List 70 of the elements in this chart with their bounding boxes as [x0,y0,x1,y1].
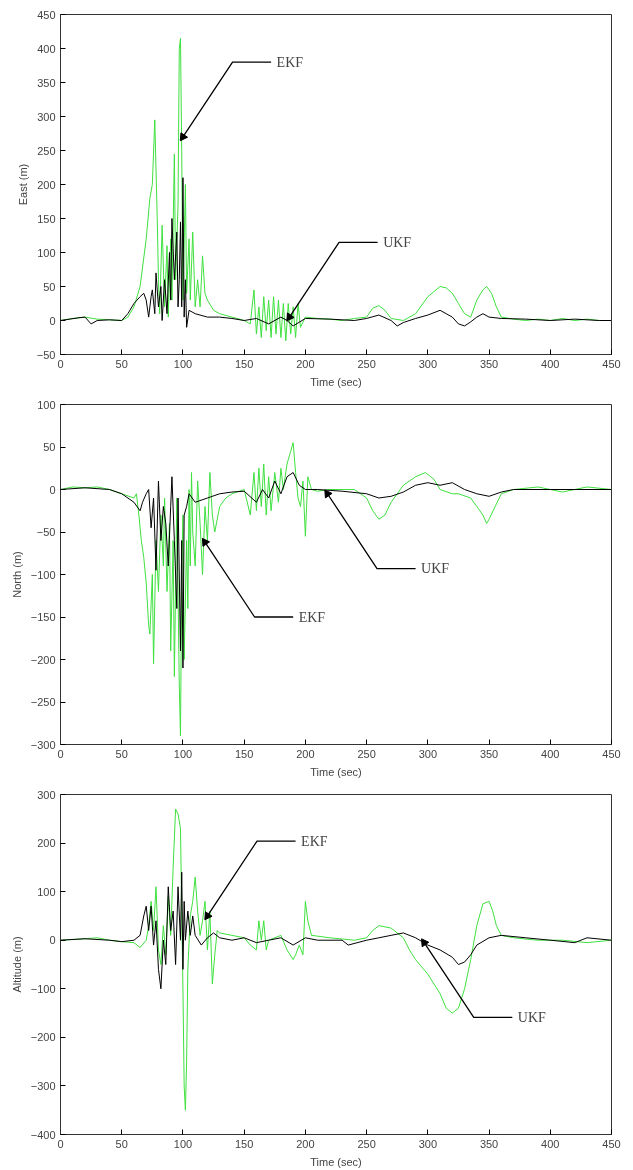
y-tick-label: −150 [30,611,56,623]
y-tick-label: 450 [37,8,56,21]
x-tick-label: 0 [57,357,64,370]
annotation: EKF [276,54,304,70]
y-tick-label: 100 [37,246,56,259]
annotation: EKF [298,609,326,625]
x-tick-label: 100 [173,747,193,760]
x-tick-label: 400 [541,1137,560,1150]
x-axis-title: Time (sec) [310,375,362,388]
y-tick-label: −50 [36,348,56,361]
x-axis-title: Time (sec) [310,1155,362,1168]
y-tick-label: 200 [37,837,56,850]
y-tick-label: −300 [30,1079,56,1092]
y-tick-label: 0 [49,934,56,947]
x-tick-label: 250 [357,747,376,760]
y-tick-label: −200 [30,653,56,666]
x-tick-label: 200 [296,747,315,760]
y-axis-title: North (m) [10,551,23,598]
y-tick-label: −300 [30,738,56,751]
y-tick-label: 200 [37,178,56,191]
x-tick-label: 150 [234,357,254,370]
x-tick-label: 50 [115,1137,128,1150]
y-tick-label: 300 [37,788,56,801]
x-axis-title: Time (sec) [310,765,362,778]
y-tick-label: −50 [36,526,56,538]
y-tick-label: 0 [49,314,56,327]
y-tick-label: 300 [37,110,56,123]
y-tick-label: 350 [37,76,56,89]
annotation: UKF [421,561,450,577]
y-tick-label: 100 [37,398,56,411]
annotation: UKF [517,1009,547,1025]
y-tick-label: −250 [30,696,56,708]
x-tick-label: 150 [234,747,254,760]
x-tick-label: 400 [541,357,560,370]
x-tick-label: 350 [479,747,499,760]
annotation: EKF [301,833,328,849]
y-tick-label: 250 [37,144,56,157]
x-tick-label: 400 [541,747,560,760]
x-tick-label: 300 [418,747,438,760]
y-tick-label: 50 [43,441,56,453]
y-tick-label: 100 [37,885,56,898]
x-tick-label: 200 [296,1137,315,1150]
y-tick-label: −200 [30,1031,56,1044]
annotation: UKF [383,234,412,250]
x-tick-label: 50 [115,747,128,760]
x-tick-label: 100 [173,1137,193,1150]
x-tick-label: 150 [234,1137,254,1150]
x-tick-label: 250 [357,1137,376,1150]
x-tick-label: 300 [418,357,438,370]
y-tick-label: 400 [37,42,56,55]
y-tick-label: 150 [37,212,56,225]
x-tick-label: 350 [479,357,499,370]
y-tick-label: −100 [30,568,56,581]
y-tick-label: −400 [30,1128,56,1141]
x-tick-label: 0 [57,1137,64,1150]
y-tick-label: 50 [43,280,56,293]
x-tick-label: 50 [115,357,128,370]
x-tick-label: 0 [57,747,64,760]
x-tick-label: 250 [357,357,376,370]
x-tick-label: 450 [602,357,621,370]
x-tick-label: 450 [602,1137,621,1150]
x-tick-label: 450 [602,747,621,760]
x-tick-label: 350 [479,1137,499,1150]
y-tick-label: −100 [30,982,56,995]
x-tick-label: 200 [296,357,315,370]
x-tick-label: 100 [173,357,193,370]
y-axis-title: East (m) [16,163,29,206]
y-tick-label: 0 [49,483,56,496]
x-tick-label: 300 [418,1137,438,1150]
y-axis-title: Altitude (m) [10,936,23,993]
